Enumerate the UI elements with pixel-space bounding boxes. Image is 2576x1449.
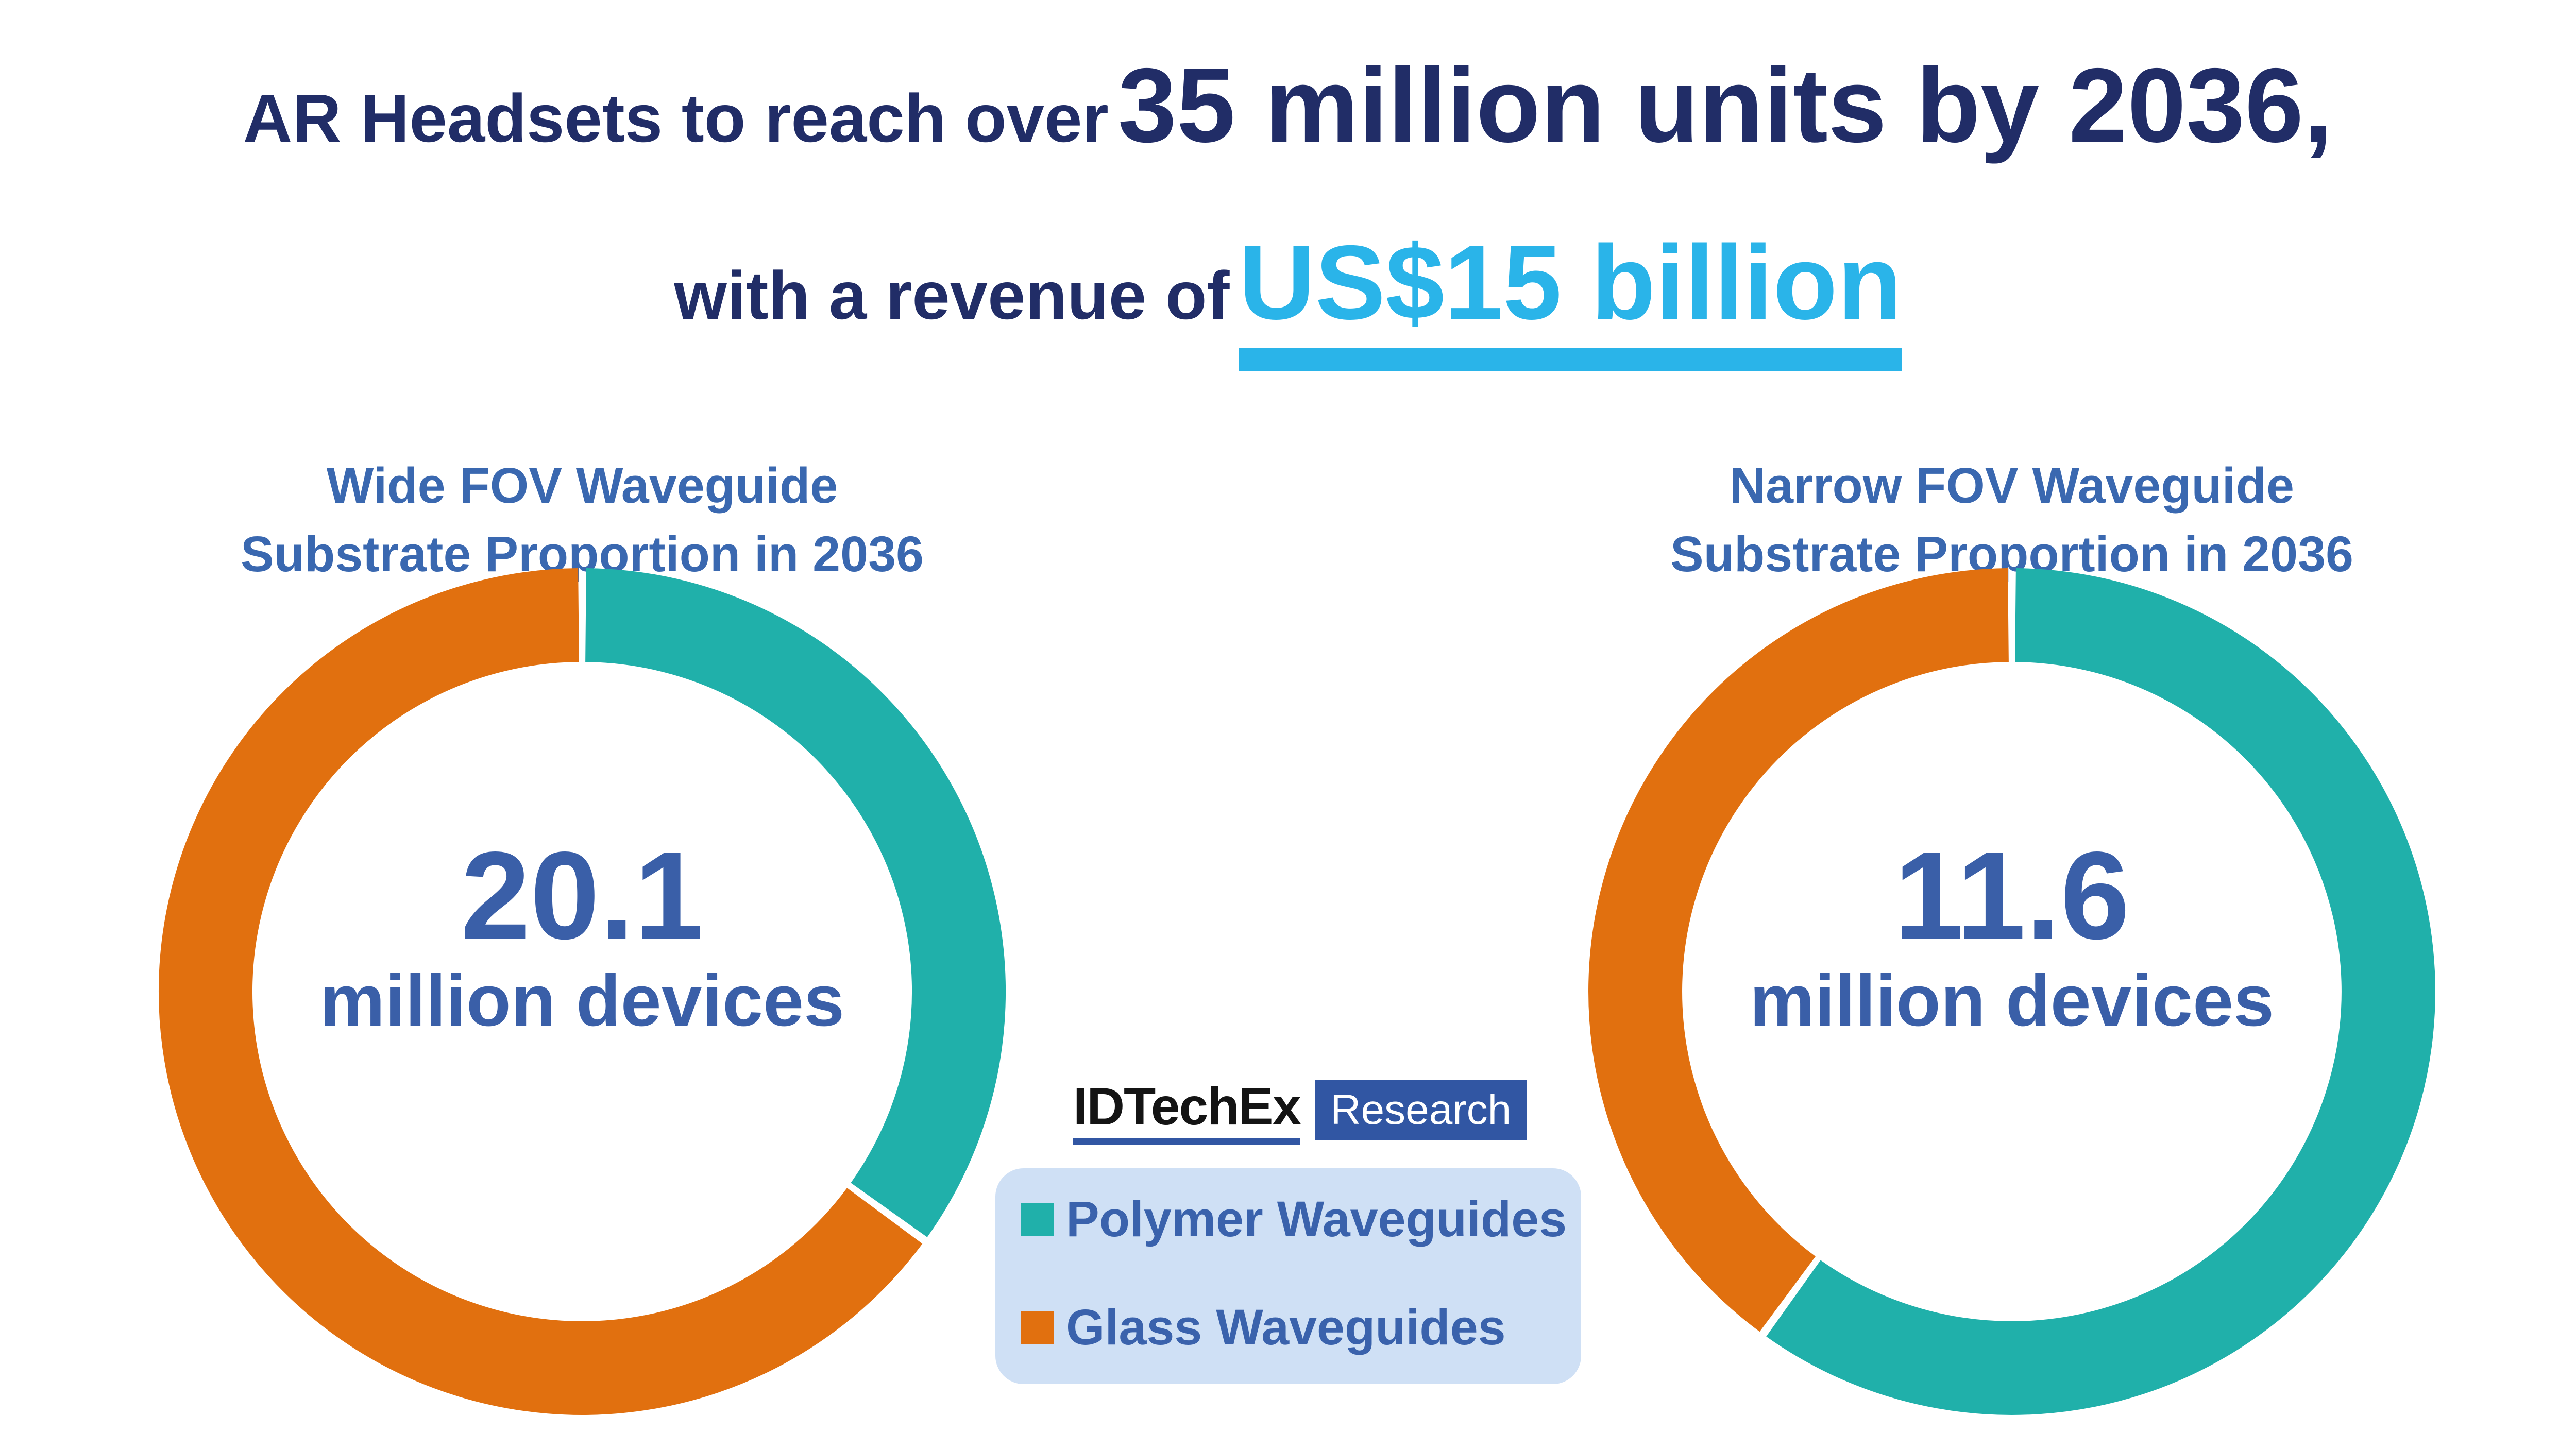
idtechex-brand-underline (1073, 1138, 1301, 1146)
legend-label-polymer: Polymer Waveguides (1066, 1191, 1567, 1247)
donut-center-label-wide-fov: million devices (319, 960, 845, 1042)
donut-center-narrow-fov: 11.6 million devices (1703, 833, 2321, 1037)
donut-slice-polymer-waveguides (1766, 568, 2435, 1415)
donut-slice-glass-waveguides (158, 568, 923, 1415)
legend-item-glass: Glass Waveguides (1021, 1302, 1581, 1352)
glass-swatch-icon (1021, 1310, 1054, 1344)
headline-line1: AR Headsets to reach over35 million unit… (0, 46, 2576, 199)
donut-chart-narrow-fov (1588, 568, 2435, 1415)
donut-center-wide-fov: 20.1 million devices (273, 833, 891, 1037)
chart-title-narrow-fov-line1: Narrow FOV Waveguide (1730, 457, 2294, 514)
idtechex-logo: IDTechEx Research (1073, 1077, 1527, 1146)
donut-chart-wide-fov (158, 568, 1006, 1415)
donut-slice-polymer-waveguides (585, 568, 1006, 1237)
idtechex-research-badge: Research (1315, 1080, 1527, 1140)
donut-slice-glass-waveguides (1588, 568, 2009, 1332)
headline: AR Headsets to reach over35 million unit… (0, 46, 2576, 376)
chart-title-narrow-fov-line2: Substrate Proportion in 2036 (1670, 526, 2353, 583)
donut-center-value-wide-fov: 20.1 (461, 826, 704, 965)
legend-label-glass: Glass Waveguides (1066, 1299, 1506, 1355)
chart-title-wide-fov-line1: Wide FOV Waveguide (326, 457, 838, 514)
legend-item-polymer: Polymer Waveguides (1021, 1194, 1581, 1244)
legend-box: Polymer Waveguides Glass Waveguides (995, 1168, 1581, 1384)
chart-title-wide-fov-line2: Substrate Proportion in 2036 (241, 526, 924, 583)
headline-line1-large: 35 million units by 2036, (1117, 46, 2333, 164)
headline-line2: with a revenue ofUS$15 billion (0, 224, 2576, 376)
idtechex-brand-text: IDTechEx (1073, 1077, 1301, 1136)
donut-center-value-narrow-fov: 11.6 (1894, 826, 2130, 965)
headline-revenue-highlight: US$15 billion (1239, 224, 1902, 371)
chart-title-wide-fov: Wide FOV Waveguide Substrate Proportion … (118, 451, 1046, 589)
chart-title-narrow-fov: Narrow FOV Waveguide Substrate Proportio… (1548, 451, 2476, 589)
headline-line2-small: with a revenue of (674, 258, 1230, 333)
headline-line1-small: AR Headsets to reach over (243, 80, 1109, 156)
polymer-swatch-icon (1021, 1202, 1054, 1236)
donut-center-label-narrow-fov: million devices (1749, 960, 2275, 1042)
idtechex-brand-block: IDTechEx (1073, 1077, 1301, 1146)
